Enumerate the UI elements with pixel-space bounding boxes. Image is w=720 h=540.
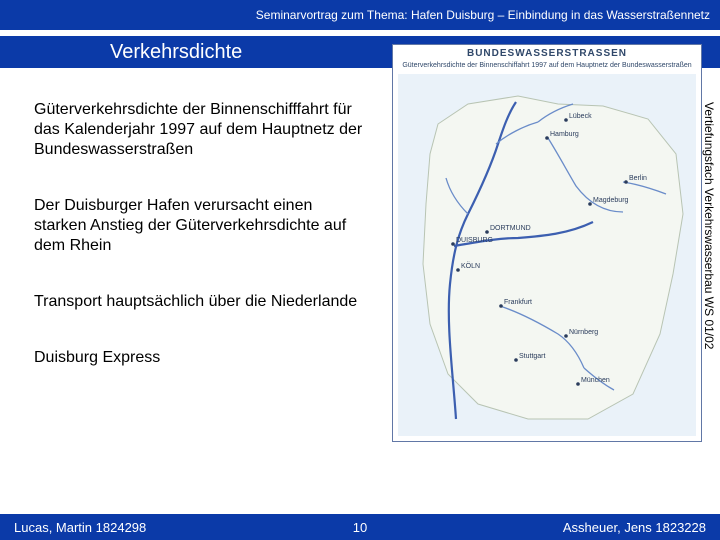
footer-bar: Lucas, Martin 1824298 10 Assheuer, Jens … xyxy=(0,514,720,540)
map-svg: Hamburg Lübeck Berlin Magdeburg DORTMUND DUIS… xyxy=(398,74,696,436)
page-number: 10 xyxy=(353,520,367,535)
city-dot xyxy=(451,242,455,246)
footer-left: Lucas, Martin 1824298 xyxy=(14,520,146,535)
city-label: Nürnberg xyxy=(569,329,598,336)
city-label: Hamburg xyxy=(550,131,579,138)
city-dot xyxy=(576,382,580,386)
city-label: Magdeburg xyxy=(593,197,629,204)
map-body: Hamburg Lübeck Berlin Magdeburg DORTMUND DUIS… xyxy=(398,74,696,436)
city-label: Lübeck xyxy=(569,113,592,120)
city-label: Berlin xyxy=(629,175,647,182)
paragraph-4: Duisburg Express xyxy=(34,348,364,368)
city-dot xyxy=(564,334,568,338)
city-dot xyxy=(564,118,568,122)
germany-outline xyxy=(423,96,683,419)
slide-title: Verkehrsdichte xyxy=(110,41,242,64)
side-vertical-label: Vertiefungsfach Verkehrswasserbau WS 01/… xyxy=(702,102,716,440)
city-dot xyxy=(624,180,628,184)
city-dot xyxy=(485,230,489,234)
slide: Seminarvortrag zum Thema: Hafen Duisburg… xyxy=(0,0,720,540)
paragraph-1: Güterverkehrsdichte der Binnenschifffahr… xyxy=(34,100,364,160)
city-dot xyxy=(499,304,503,308)
content-text: Güterverkehrsdichte der Binnenschifffahr… xyxy=(34,100,364,404)
footer-right: Assheuer, Jens 1823228 xyxy=(563,520,706,535)
city-label: KÖLN xyxy=(461,262,480,270)
city-label: DUISBURG xyxy=(456,237,493,244)
paragraph-2: Der Duisburger Hafen verursacht einen st… xyxy=(34,196,364,256)
city-dot xyxy=(588,202,592,206)
map-figure: BUNDESWASSERSTRASSEN Güterverkehrsdichte… xyxy=(392,44,702,442)
header-subtitle: Seminarvortrag zum Thema: Hafen Duisburg… xyxy=(256,8,710,22)
city-label: Stuttgart xyxy=(519,353,546,360)
header-bar: Seminarvortrag zum Thema: Hafen Duisburg… xyxy=(0,0,720,30)
city-dot xyxy=(456,268,460,272)
map-title: BUNDESWASSERSTRASSEN xyxy=(392,48,702,59)
city-label: Frankfurt xyxy=(504,299,532,306)
paragraph-3: Transport hauptsächlich über die Niederl… xyxy=(34,292,364,312)
city-label: München xyxy=(581,377,610,384)
city-dot xyxy=(514,358,518,362)
city-dot xyxy=(545,136,549,140)
city-label: DORTMUND xyxy=(490,225,531,232)
map-subtitle: Güterverkehrsdichte der Binnenschiffahrt… xyxy=(392,62,702,69)
